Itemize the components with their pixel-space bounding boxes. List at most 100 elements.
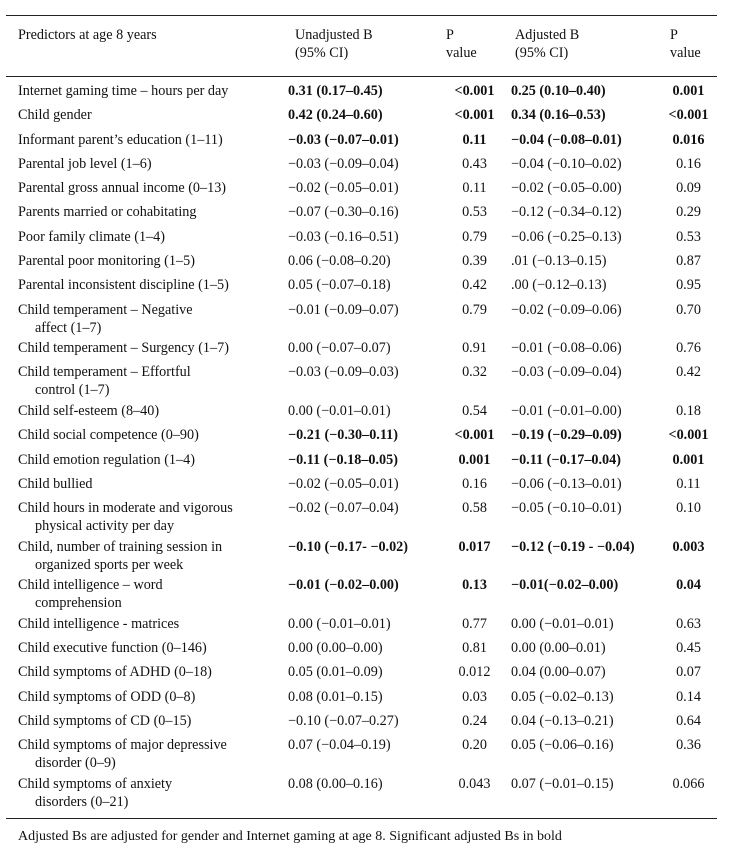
adjusted-p-cell: 0.45 (676, 639, 701, 656)
adjusted-p-cell: 0.42 (676, 364, 701, 381)
predictor-cell: Informant parent’s education (1–11) (6, 131, 288, 155)
table-row: Child intelligence – word comprehension −0… (6, 576, 717, 615)
adjusted-p-cell: <0.001 (668, 427, 709, 444)
adjusted-b-cell: −0.06 (−0.13–0.01) (511, 475, 622, 492)
predictor-label: Child symptoms of ODD (0–8) (18, 688, 196, 705)
predictor-label: Child, number of training session in (18, 538, 223, 555)
adjusted-p-cell: 0.63 (676, 615, 701, 632)
unadjusted-p-cell: 0.13 (462, 577, 487, 594)
unadjusted-p-cell: 0.42 (462, 277, 487, 294)
header-p-value-unadjusted: P value (446, 27, 477, 61)
table-bottom-rule (6, 818, 717, 819)
table-row: Poor family climate (1–4) −0.03 (−0.16–0.… (6, 228, 717, 252)
unadjusted-b-cell: 0.05 (−0.07–0.18) (288, 277, 391, 294)
predictor-cell: Poor family climate (1–4) (6, 228, 288, 252)
adjusted-p-cell: 0.11 (676, 475, 701, 492)
predictor-label-continued: comprehension (35, 595, 122, 612)
adjusted-b-cell: 0.04 (0.00–0.07) (511, 664, 606, 681)
unadjusted-b-cell: −0.11 (−0.18–0.05) (288, 451, 398, 468)
header-unadjusted-b: Unadjusted B (95% CI) (295, 27, 373, 61)
predictor-label: Parents married or cohabitating (18, 204, 197, 221)
predictor-label-continued: disorder (0–9) (35, 755, 116, 772)
adjusted-p-cell: 0.003 (672, 538, 705, 555)
adjusted-p-cell: 0.76 (676, 340, 701, 357)
unadjusted-b-cell: −0.02 (−0.05–0.01) (288, 475, 399, 492)
unadjusted-p-cell: 0.03 (462, 688, 487, 705)
adjusted-p-cell: <0.001 (668, 107, 709, 124)
predictor-label: Child executive function (0–146) (18, 639, 207, 656)
unadjusted-b-cell: 0.06 (−0.08–0.20) (288, 253, 391, 270)
predictor-cell: Child self-esteem (8–40) (6, 402, 288, 426)
unadjusted-b-cell: −0.02 (−0.05–0.01) (288, 180, 399, 197)
adjusted-b-cell: −0.01 (−0.01–0.00) (511, 402, 622, 419)
adjusted-b-cell: −0.04 (−0.10–0.02) (511, 155, 622, 172)
table-row: Child temperament – Surgency (1–7) 0.00 (… (6, 339, 717, 363)
predictor-label: Child symptoms of anxiety (18, 775, 173, 792)
table-row: Parental inconsistent discipline (1–5) 0.… (6, 276, 717, 300)
unadjusted-p-cell: <0.001 (454, 107, 495, 124)
predictor-cell: Child intelligence - matrices (6, 615, 288, 639)
adjusted-b-cell: 0.05 (−0.06–0.16) (511, 737, 614, 754)
predictor-label: Child symptoms of CD (0–15) (18, 712, 192, 729)
adjusted-b-cell: −0.03 (−0.09–0.04) (511, 364, 622, 381)
table-footnote: Adjusted Bs are adjusted for gender and … (18, 829, 562, 844)
predictor-cell: Child hours in moderate and vigorous phys… (6, 499, 288, 538)
adjusted-p-cell: 0.87 (676, 253, 701, 270)
table-row: Child symptoms of anxiety disorders (0–21… (6, 775, 717, 814)
unadjusted-p-cell: 0.11 (462, 180, 487, 197)
unadjusted-p-cell: 0.16 (462, 475, 487, 492)
unadjusted-p-cell: 0.043 (458, 775, 491, 792)
adjusted-b-cell: −0.01 (−0.08–0.06) (511, 340, 622, 357)
predictor-label: Parental inconsistent discipline (1–5) (18, 277, 229, 294)
predictor-label: Child social competence (0–90) (18, 427, 199, 444)
unadjusted-p-cell: <0.001 (454, 427, 495, 444)
predictor-label: Child hours in moderate and vigorous (18, 500, 233, 517)
predictor-label: Parental job level (1–6) (18, 155, 152, 172)
predictor-label: Child intelligence – word (18, 577, 163, 594)
adjusted-b-cell: −0.12 (−0.19 - −0.04) (511, 538, 635, 555)
predictor-label-continued: physical activity per day (35, 518, 175, 535)
table-row: Parents married or cohabitating −0.07 (−0… (6, 203, 717, 227)
adjusted-p-cell: 0.10 (676, 500, 701, 517)
table-row: Child symptoms of CD (0–15) −0.10 (−0.07–… (6, 712, 717, 736)
unadjusted-b-cell: −0.07 (−0.30–0.16) (288, 204, 399, 221)
predictor-label: Child self-esteem (8–40) (18, 402, 160, 419)
predictor-label: Child gender (18, 107, 92, 124)
unadjusted-b-cell: −0.01 (−0.02–0.00) (288, 577, 399, 594)
unadjusted-b-cell: 0.31 (0.17–0.45) (288, 83, 383, 99)
unadjusted-b-cell: −0.03 (−0.16–0.51) (288, 228, 399, 245)
adjusted-b-cell: 0.00 (0.00–0.01) (511, 639, 606, 656)
predictor-cell: Child executive function (0–146) (6, 639, 288, 663)
adjusted-p-cell: 0.09 (676, 180, 701, 197)
unadjusted-p-cell: <0.001 (454, 83, 495, 99)
adjusted-p-cell: 0.18 (676, 402, 701, 419)
predictor-label: Internet gaming time – hours per day (18, 83, 229, 99)
results-table: Internet gaming time – hours per day 0.31… (6, 82, 717, 813)
unadjusted-b-cell: −0.02 (−0.07–0.04) (288, 500, 399, 517)
predictor-cell: Child symptoms of ADHD (0–18) (6, 663, 288, 687)
predictor-label-continued: affect (1–7) (35, 319, 102, 336)
adjusted-p-cell: 0.70 (676, 301, 701, 318)
adjusted-p-cell: 0.14 (676, 688, 701, 705)
unadjusted-p-cell: 0.017 (458, 538, 491, 555)
header-p-value-adjusted: P value (670, 27, 701, 61)
unadjusted-b-cell: −0.10 (−0.07–0.27) (288, 712, 399, 729)
table-row: Child bullied −0.02 (−0.05–0.01) 0.16 −0.06… (6, 475, 717, 499)
predictor-label: Poor family climate (1–4) (18, 228, 165, 245)
adjusted-b-cell: −0.02 (−0.09–0.06) (511, 301, 622, 318)
table-row: Child gender 0.42 (0.24–0.60) <0.001 0.34 (… (6, 106, 717, 130)
adjusted-b-cell: 0.34 (0.16–0.53) (511, 107, 606, 124)
unadjusted-p-cell: 0.32 (462, 364, 487, 381)
table-row: Child temperament – Effortful control (1–… (6, 363, 717, 402)
unadjusted-b-cell: 0.00 (−0.07–0.07) (288, 340, 391, 357)
predictor-cell: Parental poor monitoring (1–5) (6, 252, 288, 276)
adjusted-p-cell: 0.001 (672, 83, 705, 99)
adjusted-p-cell: 0.36 (676, 737, 701, 754)
predictor-cell: Parents married or cohabitating (6, 203, 288, 227)
unadjusted-p-cell: 0.79 (462, 228, 487, 245)
adjusted-b-cell: .00 (−0.12–0.13) (511, 277, 607, 294)
predictor-label: Parental poor monitoring (1–5) (18, 253, 195, 270)
predictor-label: Child intelligence - matrices (18, 615, 180, 632)
predictor-cell: Child temperament – Surgency (1–7) (6, 339, 288, 363)
